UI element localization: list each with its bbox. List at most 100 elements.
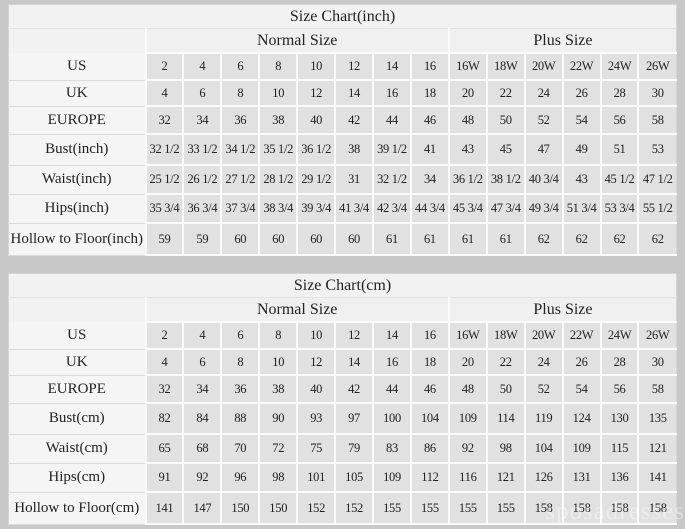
value-cell: 98 — [258, 463, 298, 493]
value-cell: 36 1/2 — [296, 134, 336, 166]
value-cell: 49 — [561, 134, 601, 166]
value-cell: 158 — [637, 492, 677, 525]
value-cell: 158 — [561, 492, 601, 525]
table-row: US 2 4 6 8 10 12 14 16 16W 18W 20W 22W 24W 26W — [8, 53, 677, 81]
group-header: Normal Size — [144, 297, 449, 323]
value-cell: 91 — [144, 463, 184, 493]
value-cell: 40 3/4 — [523, 165, 563, 195]
value-cell: 4 — [144, 80, 184, 107]
row-label: Bust(inch) — [8, 134, 147, 166]
value-cell: 12 — [296, 80, 336, 107]
title-row: Size Chart(cm) — [8, 273, 677, 298]
value-cell: 56 — [599, 106, 639, 135]
value-cell: 34 — [409, 165, 449, 195]
value-cell: 90 — [258, 403, 298, 435]
row-label: Bust(cm) — [8, 403, 147, 435]
table-row: UK 4 6 8 10 12 14 16 18 20 22 24 26 28 30 — [8, 349, 677, 376]
title-row: Size Chart(inch) — [8, 4, 677, 29]
value-cell: 18 — [409, 80, 449, 107]
value-cell: 45 — [485, 134, 525, 166]
value-cell: 155 — [372, 492, 411, 525]
value-cell: 86 — [409, 434, 449, 464]
size-chart-inch-table: Size Chart(inch) Normal Size Plus Size US 2 4… — [8, 4, 677, 256]
table-row: Hollow to Floor(inch) 59 59 60 60 60 60 61 61 61 6… — [8, 223, 677, 256]
value-cell: 54 — [561, 375, 601, 404]
value-cell: 50 — [485, 106, 525, 135]
value-cell: 6 — [182, 80, 222, 107]
value-cell: 29 1/2 — [296, 165, 336, 195]
table-row: EUROPE 32 34 36 38 40 42 44 46 48 50 52 54 56 58 — [8, 106, 677, 135]
value-cell: 65 — [144, 434, 184, 464]
value-cell: 27 1/2 — [220, 165, 260, 195]
value-cell: 92 — [182, 463, 222, 493]
table-row: Bust(inch) 32 1/2 33 1/2 34 1/2 35 1/2 36 1/2… — [8, 134, 677, 166]
value-cell: 38 — [334, 134, 374, 166]
value-cell: 155 — [485, 492, 525, 525]
value-cell: 101 — [296, 463, 336, 493]
value-cell: 4 — [144, 349, 184, 376]
value-cell: 24W — [599, 53, 639, 81]
table-row: EUROPE 32 34 36 38 40 42 44 46 48 50 52 54 56 58 — [8, 375, 677, 404]
table-row: Bust(cm) 82 84 88 90 93 97 100 104 109 114 119 124 13… — [8, 403, 677, 435]
value-cell: 150 — [220, 492, 260, 525]
value-cell: 20W — [523, 53, 563, 81]
value-cell: 155 — [409, 492, 449, 525]
value-cell: 18W — [485, 322, 525, 350]
value-cell: 48 — [447, 375, 487, 404]
row-label: UK — [8, 349, 147, 376]
value-cell: 24 — [523, 349, 563, 376]
value-cell: 104 — [523, 434, 563, 464]
row-label: US — [8, 322, 147, 350]
value-cell: 130 — [599, 403, 639, 435]
table-row: US 2 4 6 8 10 12 14 16 16W 18W 20W 22W 24W 26W — [8, 322, 677, 350]
value-cell: 84 — [182, 403, 222, 435]
value-cell: 38 — [258, 375, 298, 404]
value-cell: 152 — [334, 492, 374, 525]
value-cell: 36 — [220, 106, 260, 135]
value-cell: 158 — [599, 492, 639, 525]
value-cell: 38 3/4 — [258, 194, 298, 224]
value-cell: 60 — [220, 223, 260, 256]
value-cell: 61 — [447, 223, 487, 256]
value-cell: 36 — [220, 375, 260, 404]
group-header-row: Normal Size Plus Size — [8, 297, 677, 323]
value-cell: 26 1/2 — [182, 165, 222, 195]
value-cell: 158 — [523, 492, 563, 525]
value-cell: 44 — [372, 375, 411, 404]
value-cell: 34 1/2 — [220, 134, 260, 166]
value-cell: 16 — [372, 349, 411, 376]
value-cell: 126 — [523, 463, 563, 493]
value-cell: 112 — [409, 463, 449, 493]
group-header-row: Normal Size Plus Size — [8, 28, 677, 54]
row-label: EUROPE — [8, 106, 147, 135]
value-cell: 150 — [258, 492, 298, 525]
value-cell: 35 3/4 — [144, 194, 184, 224]
value-cell: 39 3/4 — [296, 194, 336, 224]
corner-cell — [8, 28, 147, 53]
value-cell: 116 — [447, 463, 487, 493]
value-cell: 12 — [334, 322, 374, 350]
value-cell: 16 — [372, 80, 411, 107]
value-cell: 14 — [372, 53, 411, 81]
value-cell: 16 — [409, 322, 449, 350]
value-cell: 30 — [637, 80, 677, 107]
value-cell: 30 — [637, 349, 677, 376]
value-cell: 36 1/2 — [447, 165, 487, 195]
value-cell: 82 — [144, 403, 184, 435]
value-cell: 45 1/2 — [599, 165, 639, 195]
value-cell: 97 — [334, 403, 374, 435]
value-cell: 88 — [220, 403, 260, 435]
value-cell: 32 1/2 — [144, 134, 184, 166]
value-cell: 22 — [485, 80, 525, 107]
value-cell: 59 — [182, 223, 222, 256]
value-cell: 16W — [447, 322, 487, 350]
value-cell: 34 — [182, 375, 222, 404]
value-cell: 121 — [485, 463, 525, 493]
value-cell: 42 — [334, 375, 374, 404]
value-cell: 22 — [485, 349, 525, 376]
value-cell: 51 — [599, 134, 639, 166]
value-cell: 34 — [182, 106, 222, 135]
value-cell: 6 — [220, 322, 260, 350]
group-header: Normal Size — [144, 28, 449, 54]
value-cell: 72 — [258, 434, 298, 464]
